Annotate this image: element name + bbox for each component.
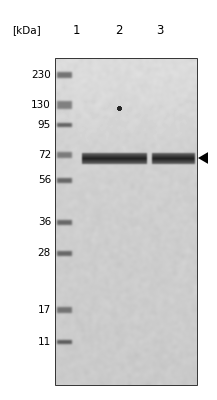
Text: [kDa]: [kDa] <box>12 25 41 35</box>
Text: 17: 17 <box>38 305 51 315</box>
Text: 72: 72 <box>38 150 51 160</box>
Text: 1: 1 <box>72 24 80 36</box>
Text: 95: 95 <box>38 120 51 130</box>
Bar <box>55 58 197 385</box>
Text: 3: 3 <box>156 24 164 36</box>
Text: 56: 56 <box>38 175 51 185</box>
Polygon shape <box>198 152 208 164</box>
Text: 130: 130 <box>31 100 51 110</box>
Text: 230: 230 <box>31 70 51 80</box>
Text: 36: 36 <box>38 217 51 227</box>
Text: 28: 28 <box>38 248 51 258</box>
Text: 11: 11 <box>38 337 51 347</box>
Text: 2: 2 <box>115 24 123 36</box>
